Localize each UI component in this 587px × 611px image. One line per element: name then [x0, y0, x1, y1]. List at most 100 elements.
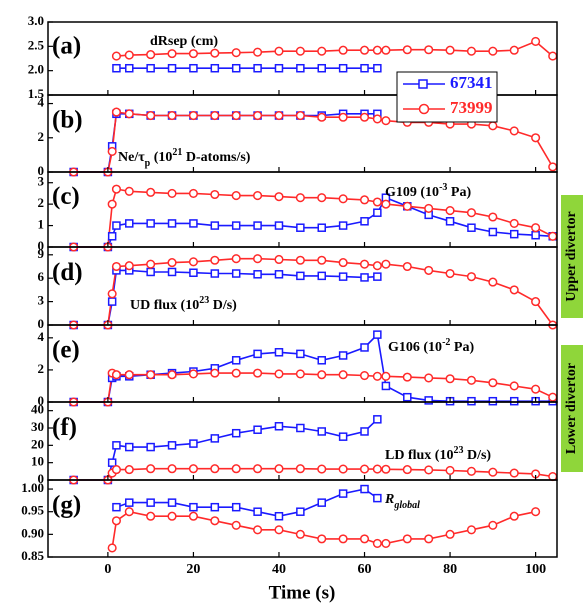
marker: [359, 259, 370, 269]
marker: [466, 272, 477, 282]
marker: [107, 458, 117, 467]
y-tick-label: 3: [38, 293, 45, 308]
marker: [146, 511, 156, 521]
marker: [424, 465, 434, 475]
marker: [125, 442, 134, 452]
marker: [125, 498, 134, 507]
annotation-part: 21: [172, 147, 182, 158]
marker: [317, 498, 326, 507]
marker: [381, 45, 391, 55]
marker: [295, 110, 305, 121]
marker: [189, 268, 198, 277]
marker: [231, 428, 241, 438]
marker: [188, 110, 198, 121]
marker: [274, 46, 284, 56]
annotation: UD flux (1023 D/s): [130, 295, 237, 313]
annotation: Rglobal: [384, 492, 420, 511]
marker: [231, 269, 241, 278]
marker: [210, 269, 220, 278]
marker: [112, 441, 121, 450]
y-tick-label: 2: [38, 195, 45, 210]
panel-frame: [47, 479, 558, 558]
marker: [146, 442, 155, 452]
marker: [373, 415, 382, 424]
marker: [548, 392, 558, 402]
marker: [274, 348, 284, 357]
marker: [360, 427, 369, 436]
marker: [466, 525, 477, 535]
marker: [253, 525, 263, 535]
marker: [467, 396, 476, 406]
y-tick-label: 0.95: [21, 503, 44, 518]
marker: [188, 257, 198, 267]
marker: [381, 259, 391, 269]
marker: [253, 349, 262, 359]
marker: [231, 356, 241, 365]
marker: [188, 369, 198, 379]
side-label: Upper divertor: [564, 211, 579, 301]
y-tick-label: 0: [38, 163, 45, 178]
marker: [125, 63, 134, 73]
marker: [402, 201, 412, 211]
panel-label: (f): [52, 414, 77, 441]
y-tick-label: 2: [38, 129, 45, 144]
x-tick-label: 100: [525, 562, 546, 577]
marker: [509, 468, 519, 478]
y-tick-label: 10: [31, 454, 44, 469]
panel-label: (e): [52, 337, 80, 364]
series-line: [73, 188, 554, 248]
marker: [317, 63, 326, 73]
marker: [167, 258, 177, 268]
marker: [231, 254, 241, 264]
y-tick-label: 0.85: [21, 548, 44, 563]
annotation: G106 (10-2 Pa): [388, 337, 474, 355]
marker: [253, 191, 263, 201]
marker: [111, 107, 121, 117]
marker: [488, 396, 498, 406]
marker: [231, 110, 241, 121]
marker: [107, 199, 117, 209]
marker: [124, 109, 134, 119]
marker: [424, 373, 434, 383]
marker: [210, 434, 220, 443]
marker: [372, 114, 382, 124]
marker: [424, 265, 434, 275]
marker: [548, 231, 558, 241]
marker: [509, 285, 519, 295]
marker: [359, 370, 370, 381]
marker: [372, 261, 382, 271]
y-tick-label: 3: [38, 174, 45, 189]
marker: [210, 110, 220, 121]
panel-frame: [47, 171, 558, 248]
y-tick-label: 6: [38, 269, 45, 284]
marker: [274, 511, 284, 521]
marker: [381, 464, 391, 474]
marker: [167, 110, 177, 121]
marker: [167, 267, 177, 277]
marker: [296, 271, 305, 281]
y-tick-label: 0: [38, 393, 45, 408]
y-tick-label: 0: [38, 238, 45, 253]
annotation-part: 23: [453, 445, 463, 456]
marker: [531, 507, 541, 517]
y-tick-label: 0.90: [21, 525, 44, 540]
y-tick-label: 4: [38, 329, 45, 344]
marker: [488, 277, 498, 287]
marker: [125, 219, 134, 228]
marker: [231, 48, 241, 58]
y-tick-label: 1: [38, 217, 45, 232]
marker: [531, 384, 541, 394]
marker: [146, 219, 155, 228]
y-tick-label: 30: [31, 419, 44, 434]
marker: [509, 126, 519, 136]
marker: [295, 255, 305, 265]
annotation-part: Pa): [447, 185, 471, 200]
marker: [338, 464, 348, 474]
marker: [338, 258, 348, 268]
marker: [317, 223, 326, 232]
marker: [189, 439, 198, 448]
marker: [372, 197, 382, 207]
annotation-part: G106 (10: [388, 340, 442, 355]
series-line: [116, 488, 378, 518]
y-tick-label: 2: [38, 361, 45, 376]
